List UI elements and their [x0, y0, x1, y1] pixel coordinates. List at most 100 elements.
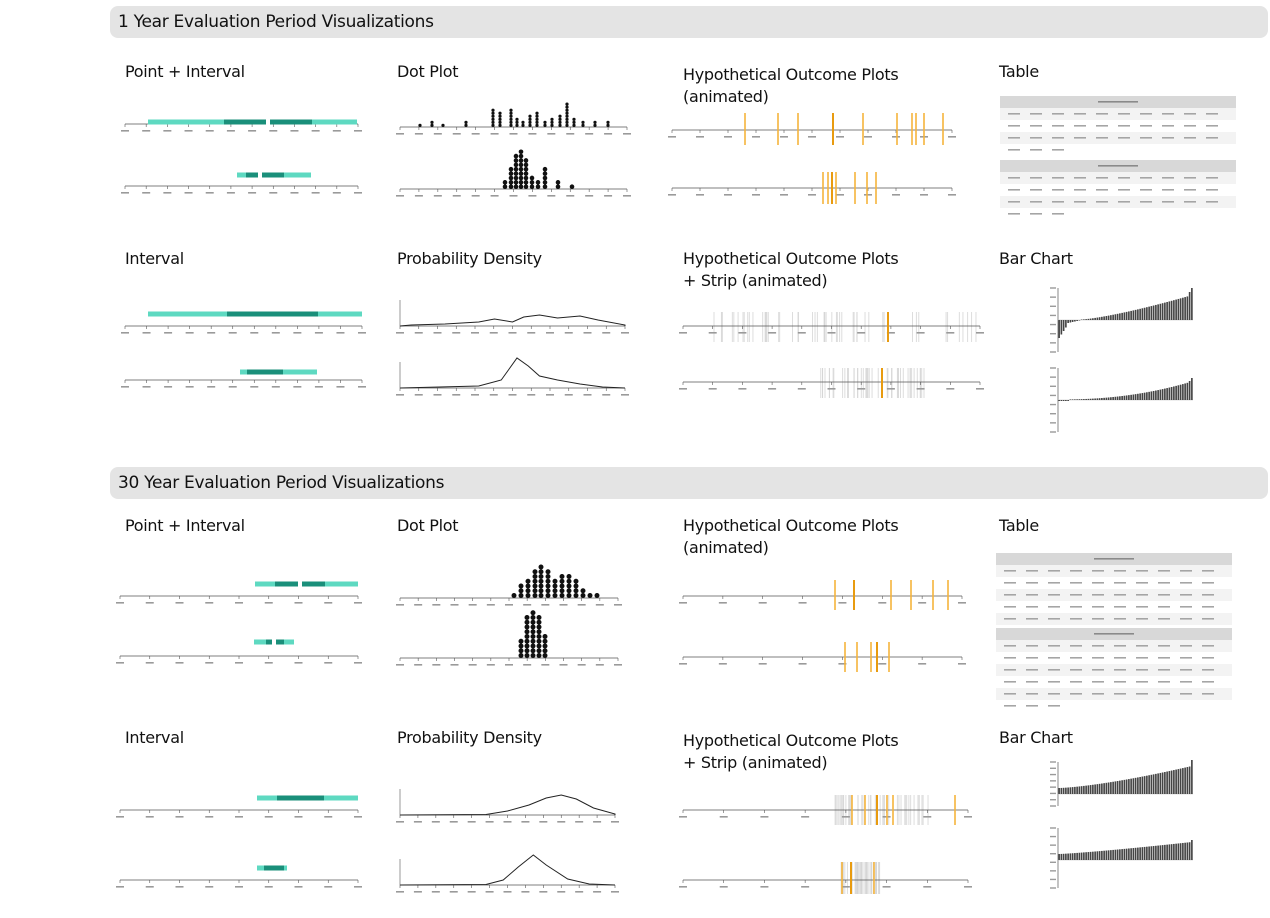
- bar-tick-label: [1050, 835, 1056, 838]
- bar-tick-label: [1050, 767, 1056, 769]
- bar: [1094, 784, 1096, 794]
- bar: [1157, 845, 1159, 860]
- tick-label: [145, 662, 154, 664]
- dot: [464, 123, 468, 127]
- bar: [1062, 787, 1065, 794]
- dot: [559, 588, 565, 594]
- bar-tick-label: [1050, 780, 1056, 782]
- dot: [535, 120, 539, 124]
- bar: [1080, 319, 1083, 320]
- tick-label: [523, 664, 532, 666]
- bar: [1110, 315, 1112, 320]
- table-cell: [1030, 177, 1042, 179]
- dot: [536, 638, 542, 644]
- table-cell: [1092, 669, 1104, 671]
- bar-tick-label: [1050, 385, 1056, 387]
- table-cell: [1114, 669, 1126, 671]
- bar: [1103, 850, 1105, 860]
- tick-label: [758, 602, 767, 604]
- table-cell: [1206, 201, 1218, 203]
- bar: [1060, 787, 1063, 794]
- bar: [1175, 769, 1177, 794]
- tick-label: [116, 662, 124, 664]
- tick-label: [145, 602, 154, 604]
- bar: [1103, 397, 1105, 400]
- bar: [1105, 316, 1108, 320]
- tick-label: [857, 332, 866, 334]
- bar: [1182, 384, 1184, 400]
- tick-label: [528, 133, 537, 135]
- tick-label: [184, 130, 193, 132]
- point-marker: [272, 639, 276, 645]
- tick-label: [294, 816, 303, 818]
- bar: [1116, 849, 1119, 860]
- tick-label: [163, 192, 172, 194]
- bar: [1094, 317, 1096, 320]
- tick-label: [559, 604, 568, 606]
- table-cell: [1136, 657, 1148, 659]
- tick-label: [623, 195, 631, 197]
- tick-label: [431, 821, 440, 823]
- tick-label: [396, 891, 404, 893]
- bar: [1085, 319, 1087, 320]
- bar: [1173, 770, 1175, 794]
- tick-label: [324, 662, 333, 664]
- dot: [542, 184, 548, 189]
- tick-label: [358, 386, 366, 388]
- bar: [1065, 320, 1067, 328]
- dot: [536, 643, 542, 649]
- table-cell: [1158, 645, 1170, 647]
- dot: [498, 117, 502, 121]
- tick-label: [413, 891, 422, 893]
- bar: [1119, 396, 1121, 400]
- dot: [565, 123, 569, 127]
- bar: [1139, 393, 1141, 400]
- table-cell: [1004, 570, 1016, 572]
- section-header-1-year: 1 Year Evaluation Period Visualizations: [110, 6, 1268, 38]
- bar: [1157, 390, 1159, 400]
- bar: [1101, 850, 1103, 860]
- dot: [491, 117, 495, 121]
- bar: [1089, 785, 1092, 794]
- table-cell: [1008, 149, 1020, 151]
- bar: [1143, 307, 1146, 320]
- panel-title-table-30y: Table: [999, 516, 1039, 535]
- tick-label: [509, 195, 518, 197]
- table-cell: [1092, 618, 1104, 620]
- bar-tick-label: [1050, 853, 1056, 855]
- table-cell: [1008, 113, 1020, 115]
- bar-tick-label: [1050, 413, 1056, 415]
- table-cell: [1052, 113, 1064, 115]
- table-cell: [1026, 657, 1038, 659]
- dot: [536, 615, 542, 620]
- tick-label: [175, 662, 184, 664]
- bar: [1191, 840, 1193, 860]
- dot: [518, 638, 524, 644]
- dot: [498, 114, 502, 118]
- tick-label: [226, 192, 235, 194]
- bar: [1134, 394, 1137, 400]
- dot: [509, 117, 513, 121]
- dot: [518, 588, 524, 594]
- dot: [518, 162, 524, 168]
- panel-title-hop-strip-30y: Hypothetical Outcome Plots + Strip (anima…: [683, 731, 899, 772]
- tick-label: [264, 662, 273, 664]
- tick-label: [142, 130, 151, 132]
- dot: [530, 638, 536, 644]
- tick-label: [503, 891, 512, 893]
- bar: [1166, 771, 1168, 794]
- bar: [1182, 297, 1184, 320]
- bar: [1116, 396, 1119, 400]
- bar: [1107, 782, 1110, 794]
- dot: [508, 175, 514, 181]
- tick-label: [271, 386, 280, 388]
- dot: [545, 588, 551, 594]
- table-cell: [1180, 618, 1192, 620]
- bar: [1188, 381, 1191, 400]
- dot: [535, 111, 539, 115]
- dot: [491, 120, 495, 124]
- point-marker: [266, 119, 270, 125]
- dot: [530, 615, 536, 620]
- dot: [509, 111, 513, 115]
- tick-label: [621, 332, 629, 334]
